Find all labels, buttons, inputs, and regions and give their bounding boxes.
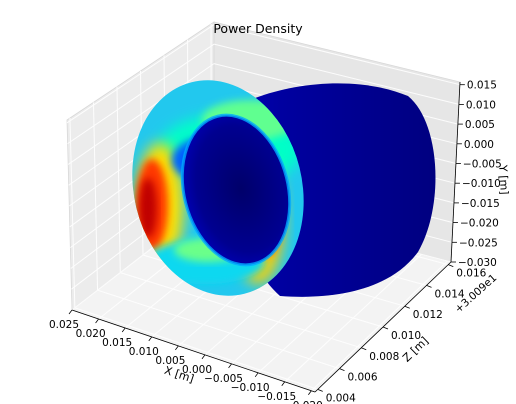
z-axis-tick-label: 0.010	[391, 330, 421, 342]
z-axis-tick	[404, 305, 410, 309]
y-axis-tick-label: −0.030	[458, 257, 497, 269]
x-axis-tick	[175, 345, 179, 351]
x-axis-tick	[308, 390, 312, 396]
z-axis-tick-label: 0.016	[456, 268, 486, 280]
x-axis-tick-label: 0.025	[49, 319, 79, 331]
y-axis-tick-label: −0.020	[460, 218, 499, 230]
x-axis-tick	[228, 363, 232, 369]
z-axis-tick-label: 0.014	[435, 288, 465, 300]
z-axis-tick	[382, 326, 389, 330]
x-axis-line	[71, 309, 316, 393]
z-axis-tick-label: 0.006	[347, 372, 377, 384]
y-axis-tick-label: −0.005	[463, 159, 502, 171]
y-axis-tick-label: −0.015	[461, 198, 500, 210]
z-axis-tick	[339, 368, 345, 371]
x-axis-tick-label: 0.005	[155, 355, 185, 367]
y-axis-tick-label: −0.010	[462, 178, 501, 190]
x-axis-tick	[68, 309, 73, 315]
y-axis-line	[450, 81, 461, 263]
x-axis-tick	[148, 336, 153, 342]
x-axis-tick-label: 0.020	[76, 328, 106, 340]
y-axis-tick-label: 0.015	[467, 80, 497, 92]
x-axis-tick	[121, 327, 126, 333]
x-axis-tick-label: 0.010	[129, 346, 159, 358]
x-axis-tick	[254, 372, 259, 378]
y-axis-tick-label: −0.025	[459, 237, 498, 249]
y-axis-tick-label: 0.005	[465, 119, 495, 131]
surface-inner-hole	[182, 115, 290, 265]
x-axis-tick	[281, 381, 286, 387]
x-axis-tick-label: −0.020	[284, 400, 323, 404]
z-axis-tick-label: 0.004	[326, 392, 356, 404]
z-axis-tick	[317, 389, 323, 392]
x-axis-tick-label: −0.005	[204, 373, 243, 385]
x-axis-tick-label: −0.010	[231, 382, 270, 394]
z-axis-tick	[361, 347, 367, 351]
surface-inner-rim	[180, 113, 292, 267]
x-axis-tick	[95, 318, 99, 324]
y-axis-tick-label: 0.000	[464, 139, 494, 151]
axis-ticks: 0.0250.0200.0150.0100.0050.000−0.005−0.0…	[49, 80, 502, 404]
z-axis-tick-label: 0.012	[413, 309, 443, 321]
z-axis-tick	[426, 285, 432, 288]
z-axis-tick-label: 0.008	[369, 351, 399, 363]
z-axis-tick	[448, 264, 454, 267]
y-axis-label: Y [m]	[496, 164, 511, 195]
surface	[132, 80, 436, 297]
x-axis-tick-label: 0.015	[102, 337, 132, 349]
y-axis-tick-label: 0.010	[466, 99, 496, 111]
chart-title: Power Density	[213, 21, 303, 36]
x-axis-tick-label: −0.015	[257, 391, 296, 403]
x-axis-tick-label: 0.000	[182, 364, 212, 376]
x-axis-tick	[201, 354, 206, 360]
